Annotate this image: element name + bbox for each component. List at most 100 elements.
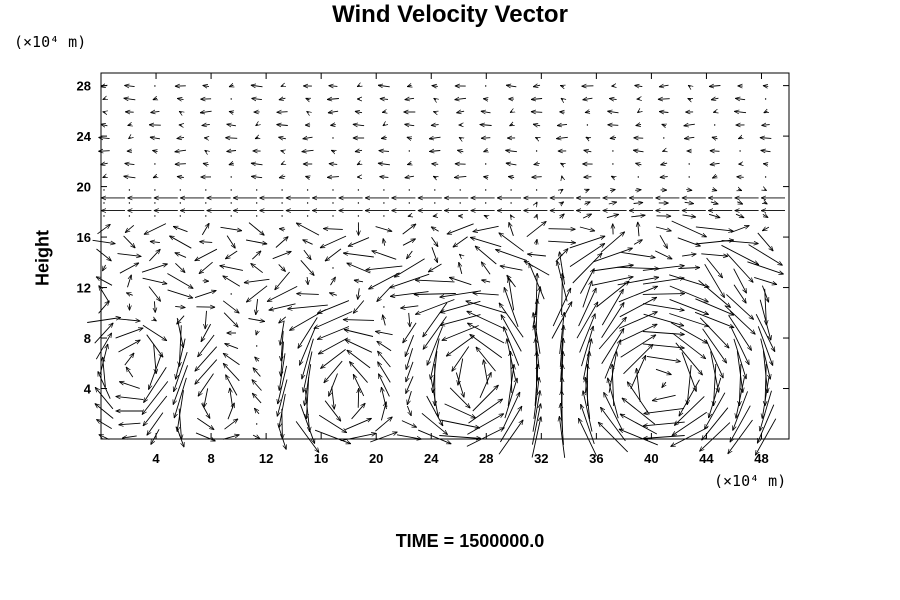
wind-vector	[712, 189, 717, 190]
wind-vector	[246, 239, 267, 244]
wind-vector	[272, 250, 292, 260]
calm-point	[535, 189, 538, 191]
wind-vector	[760, 338, 771, 380]
wind-vector	[760, 390, 772, 431]
wind-vector	[423, 316, 447, 350]
calm-point	[535, 150, 538, 152]
wind-vector	[382, 112, 386, 113]
calm-point	[714, 124, 716, 126]
calm-point	[485, 85, 487, 87]
wind-vector	[368, 272, 400, 289]
wind-vector	[220, 266, 243, 271]
wind-vector	[124, 85, 135, 86]
wind-vector	[608, 378, 619, 419]
calm-point	[230, 176, 232, 178]
wind-vector	[738, 189, 742, 192]
wind-vector	[347, 350, 371, 369]
wind-vector	[204, 388, 209, 407]
y-tick-label: 16	[77, 230, 91, 245]
wind-vector	[459, 262, 463, 275]
wind-vector	[560, 163, 563, 165]
wind-vector	[124, 176, 136, 178]
wind-vector	[643, 421, 685, 426]
wind-vector	[582, 214, 592, 219]
wind-vector	[128, 124, 132, 125]
wind-vector	[330, 125, 336, 126]
wind-vector	[222, 300, 239, 313]
calm-point	[154, 189, 156, 191]
wind-vector	[408, 216, 411, 217]
wind-vector	[733, 391, 749, 430]
wind-vector	[142, 381, 169, 414]
wind-vector	[143, 395, 168, 426]
calm-point	[103, 215, 105, 217]
wind-vector	[302, 338, 314, 379]
x-tick-label: 32	[534, 451, 548, 466]
y-tick-label: 28	[77, 79, 91, 94]
wind-vector	[279, 316, 287, 323]
wind-vector	[510, 351, 511, 394]
wind-vector	[153, 176, 157, 179]
wind-vector	[592, 265, 634, 272]
wind-vector	[642, 331, 685, 335]
calm-point	[306, 189, 309, 191]
wind-vector	[126, 367, 134, 378]
wind-vector	[466, 301, 506, 314]
wind-vector	[227, 403, 235, 420]
wind-vector	[195, 346, 218, 372]
wind-vector	[642, 278, 685, 285]
wind-vector	[636, 368, 641, 402]
wind-vector	[509, 278, 515, 311]
wind-vector	[763, 164, 768, 165]
wind-vector	[762, 227, 770, 231]
wind-vector	[220, 226, 243, 230]
wind-vector	[627, 382, 650, 415]
wind-vector	[200, 111, 212, 113]
wind-vector	[406, 405, 412, 416]
calm-point	[332, 215, 334, 217]
wind-vector	[153, 98, 157, 100]
wind-vector	[269, 303, 296, 310]
wind-vector	[500, 266, 523, 271]
wind-vector	[314, 429, 351, 444]
wind-vector	[252, 393, 262, 404]
wind-vector	[533, 377, 539, 419]
wind-vector	[584, 150, 592, 152]
wind-vector	[381, 387, 387, 410]
wind-vector	[431, 227, 439, 232]
wind-vector	[415, 299, 455, 315]
wind-vector	[682, 215, 697, 217]
wind-vector	[458, 358, 464, 386]
wind-vector	[383, 315, 386, 326]
wind-vector	[357, 163, 360, 165]
wind-vector	[327, 99, 339, 100]
wind-vector	[735, 98, 746, 99]
wind-vector	[302, 150, 314, 151]
wind-vector	[468, 399, 503, 424]
wind-vector	[619, 428, 658, 446]
wind-vector	[406, 250, 413, 259]
wind-vector	[761, 150, 771, 151]
calm-point	[128, 215, 131, 217]
wind-vector	[96, 277, 113, 286]
wind-vector	[98, 301, 110, 314]
wind-vector	[622, 398, 656, 425]
wind-vector	[694, 311, 734, 329]
wind-vector	[305, 176, 310, 177]
wind-vector	[532, 390, 540, 432]
wind-vector	[765, 288, 767, 325]
calm-point	[256, 423, 258, 425]
wind-vector	[303, 249, 311, 260]
wind-vector	[167, 289, 194, 298]
wind-vector	[394, 258, 425, 278]
calm-point	[485, 189, 487, 191]
calm-point	[612, 163, 614, 165]
wind-vector	[142, 277, 168, 284]
wind-vector	[733, 338, 746, 379]
calm-point	[230, 202, 232, 204]
wind-vector	[618, 285, 658, 303]
wind-vector	[175, 252, 187, 258]
wind-vector	[314, 311, 353, 329]
wind-vector	[619, 297, 657, 318]
wind-vector	[279, 229, 286, 230]
